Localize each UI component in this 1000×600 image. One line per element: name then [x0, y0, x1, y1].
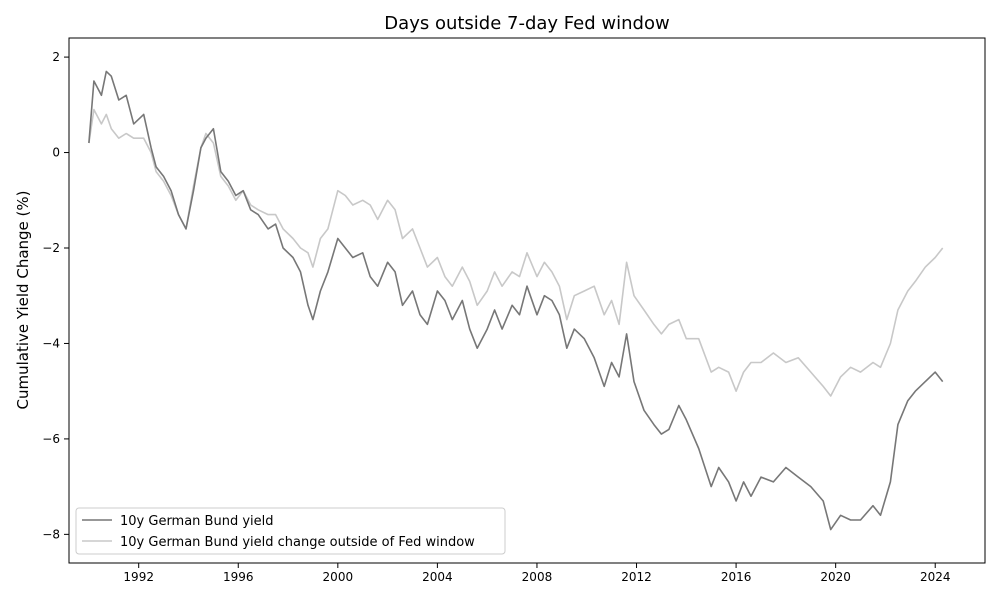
- x-tick-label: 2004: [422, 570, 453, 584]
- chart-title: Days outside 7-day Fed window: [384, 13, 669, 34]
- series-line-1: [88, 108, 944, 397]
- series-layer: [88, 70, 944, 531]
- legend-label-bund-yield-outside-fed-window: 10y German Bund yield change outside of …: [120, 535, 475, 550]
- x-tick-label: 1996: [223, 570, 254, 584]
- x-tick-label: 2008: [522, 570, 553, 584]
- series-line-0: [88, 70, 944, 531]
- legend: 10y German Bund yield 10y German Bund yi…: [75, 507, 506, 555]
- y-axis: 2 0 −2 −4 −6 −8: [42, 50, 69, 541]
- x-tick-label: 2020: [820, 570, 851, 584]
- y-tick-label: −6: [42, 432, 60, 446]
- y-tick-label: −4: [42, 336, 60, 350]
- y-tick-label: −8: [42, 527, 60, 541]
- y-tick-label: 0: [52, 146, 60, 160]
- y-tick-label: 2: [52, 50, 60, 64]
- x-tick-label: 1992: [123, 570, 154, 584]
- y-tick-label: −2: [42, 241, 60, 255]
- y-axis-label: Cumulative Yield Change (%): [14, 190, 32, 409]
- legend-label-bund-yield: 10y German Bund yield: [120, 514, 274, 529]
- plot-area-frame: [68, 37, 986, 564]
- x-tick-label: 2000: [323, 570, 354, 584]
- x-tick-label: 2024: [920, 570, 951, 584]
- x-tick-label: 2016: [721, 570, 752, 584]
- x-tick-label: 2012: [621, 570, 652, 584]
- legend-box: [75, 507, 506, 555]
- x-axis: 1992 1996 2000 2004 2008 2012 2016 2020 2024: [123, 563, 950, 584]
